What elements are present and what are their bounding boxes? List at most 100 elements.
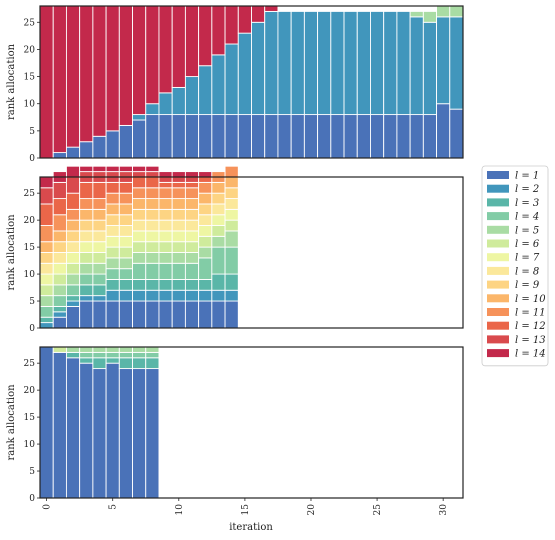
bar-segment bbox=[39, 241, 54, 253]
bar-segment bbox=[198, 214, 213, 226]
bar-segment bbox=[92, 135, 107, 159]
x-tick-label: 25 bbox=[373, 504, 383, 516]
bar-segment bbox=[145, 279, 160, 291]
bar-segment bbox=[65, 230, 81, 243]
bar-segment bbox=[145, 114, 160, 159]
bar-segment bbox=[436, 5, 451, 18]
bar-segment bbox=[290, 10, 305, 116]
bar-segment bbox=[118, 357, 133, 370]
x-tick-label: 15 bbox=[241, 504, 251, 516]
bar-segment bbox=[436, 103, 451, 159]
bar-segment bbox=[79, 357, 94, 364]
bar-segment bbox=[118, 289, 133, 302]
y-tick-label: 0 bbox=[29, 154, 35, 164]
legend-label: l = 9 bbox=[515, 280, 540, 291]
legend: l = 1 l = 2 l = 3 l = 4 l = 5 l = 6 l = 7 l = 8… bbox=[481, 165, 549, 367]
bar-segment bbox=[158, 171, 173, 178]
y-tick-label: 10 bbox=[24, 270, 36, 280]
bar-segment bbox=[118, 368, 133, 499]
bar-segment bbox=[105, 192, 120, 205]
bar-segment bbox=[383, 114, 398, 159]
bar-segment bbox=[224, 219, 239, 232]
bar-segment bbox=[52, 5, 67, 154]
bar-segment bbox=[145, 351, 160, 359]
bar-segment bbox=[409, 16, 424, 116]
bar-segment bbox=[132, 368, 147, 499]
bar-segment bbox=[79, 230, 94, 243]
y-axis-label: rank allocation bbox=[6, 43, 17, 120]
bar-segment bbox=[211, 225, 226, 237]
bar-segment bbox=[184, 5, 200, 78]
bar-segment bbox=[145, 230, 160, 243]
bar-segment bbox=[118, 225, 133, 237]
bar-segment bbox=[132, 119, 147, 159]
axes-frame bbox=[39, 5, 464, 159]
bar-segment bbox=[79, 295, 94, 302]
bar-segment bbox=[132, 208, 147, 221]
legend-label: l = 7 bbox=[515, 253, 540, 264]
bar-segment bbox=[52, 252, 67, 264]
x-tick-label: 5 bbox=[109, 504, 119, 510]
bar-segment bbox=[158, 262, 173, 280]
bar-segment bbox=[356, 114, 371, 159]
bar-segment bbox=[145, 289, 160, 302]
bar-segment bbox=[343, 114, 358, 159]
bar-segment bbox=[145, 187, 160, 200]
bar-segment bbox=[65, 357, 81, 499]
bar-segment bbox=[224, 208, 239, 221]
bar-segment bbox=[198, 225, 213, 237]
bar-segment bbox=[145, 219, 160, 232]
legend-label: l = 3 bbox=[515, 198, 539, 209]
legend-swatch bbox=[487, 212, 509, 221]
bar-segment bbox=[184, 187, 200, 200]
bar-segment bbox=[132, 279, 147, 291]
bar-segment bbox=[277, 10, 292, 116]
bar-segment bbox=[118, 246, 133, 259]
axes-frame bbox=[39, 176, 464, 329]
bar-segment bbox=[52, 273, 67, 286]
bar-segment bbox=[79, 362, 94, 499]
legend-label: l = 2 bbox=[515, 184, 539, 195]
bar-segment bbox=[198, 192, 213, 205]
bar-segment bbox=[211, 235, 226, 248]
bar-segment bbox=[171, 176, 186, 183]
bar-segment bbox=[370, 10, 385, 116]
bar-segment bbox=[224, 230, 239, 248]
y-tick-label: 15 bbox=[24, 413, 36, 423]
bar-segment bbox=[224, 165, 239, 178]
bar-segment bbox=[118, 257, 133, 270]
x-tick-label: 0 bbox=[43, 504, 53, 510]
legend-swatch bbox=[487, 349, 509, 358]
bar-segment bbox=[171, 262, 186, 280]
bar-segment bbox=[52, 230, 67, 243]
y-tick-label: 15 bbox=[24, 73, 36, 83]
bar-segment bbox=[184, 176, 200, 183]
bar-segment bbox=[105, 346, 120, 353]
bar-segment bbox=[92, 219, 107, 232]
bar-segment bbox=[132, 289, 147, 302]
bar-segment bbox=[132, 187, 147, 200]
bar-segment bbox=[52, 311, 67, 318]
y-tick-label: 5 bbox=[29, 467, 35, 477]
bar-segment bbox=[198, 257, 213, 280]
legend-label: l = 8 bbox=[515, 266, 539, 277]
bar-segment bbox=[118, 165, 133, 173]
bar-segment bbox=[92, 357, 107, 370]
bar-segment bbox=[132, 230, 147, 243]
bars bbox=[39, 165, 239, 329]
bar-segment bbox=[449, 5, 464, 18]
bar-segment bbox=[132, 5, 147, 116]
bar-segment bbox=[145, 198, 160, 210]
bar-segment bbox=[184, 208, 200, 221]
bar-segment bbox=[158, 198, 173, 210]
bar-segment bbox=[356, 10, 371, 116]
bar-segment bbox=[171, 86, 186, 116]
bar-segment bbox=[422, 10, 438, 23]
bar-segment bbox=[198, 114, 213, 159]
bar-segment bbox=[52, 346, 67, 353]
bar-segment bbox=[52, 198, 67, 216]
y-tick-label: 25 bbox=[24, 18, 36, 28]
bar-segment bbox=[105, 300, 120, 329]
bar-segment bbox=[303, 114, 319, 159]
bar-segment bbox=[105, 362, 120, 499]
